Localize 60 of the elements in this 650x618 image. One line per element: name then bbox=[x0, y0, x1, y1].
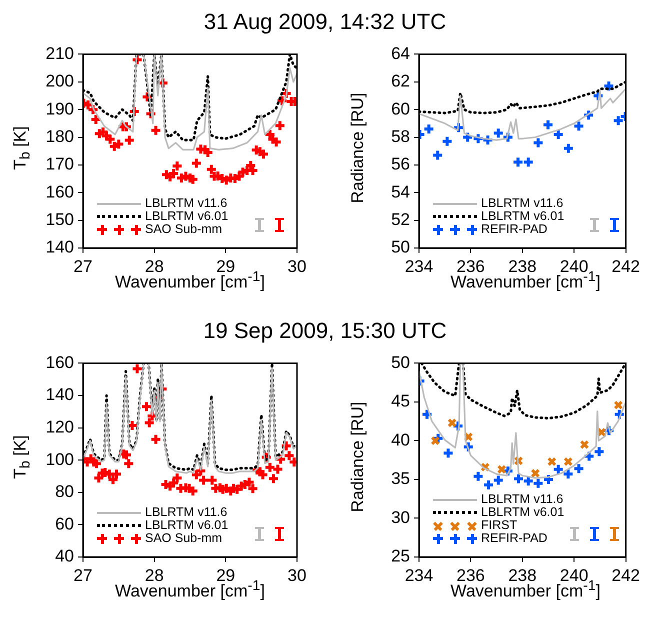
y-tick-label: 25 bbox=[391, 546, 410, 566]
x-tick-label: 234 bbox=[404, 566, 434, 585]
y-tick-label: 140 bbox=[46, 385, 74, 404]
legend-label: SAO Sub-mm bbox=[145, 222, 222, 236]
legend-label: LBLRTM v11.6 bbox=[145, 196, 228, 210]
y-tick-label: 140 bbox=[46, 238, 74, 257]
legend-label: FIRST bbox=[481, 518, 518, 532]
y-tick-label: 150 bbox=[46, 210, 74, 229]
y-tick-label: 60 bbox=[391, 99, 410, 118]
legend-label: SAO Sub-mm bbox=[145, 531, 222, 545]
x-tick-label: 238 bbox=[508, 566, 537, 585]
x-tick-label: 238 bbox=[508, 256, 537, 276]
legend-label: REFIR-PAD bbox=[481, 222, 548, 236]
y-tick-label: 54 bbox=[391, 182, 410, 202]
y-tick-label: 30 bbox=[391, 508, 410, 527]
y-axis-title: Radiance [RU] bbox=[348, 92, 368, 204]
legend-label: LBLRTM v11.6 bbox=[481, 492, 564, 506]
y-tick-label: 210 bbox=[46, 44, 74, 63]
legend-label: LBLRTM v6.01 bbox=[481, 209, 564, 223]
x-tick-label: 29 bbox=[216, 566, 236, 585]
x-tick-label: 240 bbox=[560, 566, 588, 585]
chart-title: 31 Aug 2009, 14:32 UTC bbox=[202, 9, 448, 35]
x-tick-label: 27 bbox=[74, 566, 92, 585]
x-tick-label: 242 bbox=[612, 256, 640, 276]
x-tick-label: 242 bbox=[612, 566, 640, 585]
y-tick-label: 200 bbox=[46, 72, 74, 91]
y-tick-label: 170 bbox=[46, 154, 74, 174]
y-tick-label: 160 bbox=[46, 182, 74, 202]
y-tick-label: 52 bbox=[391, 210, 410, 229]
y-tick-label: 60 bbox=[55, 514, 74, 534]
y-tick-label: 58 bbox=[391, 126, 410, 146]
legend-label: LBLRTM v6.01 bbox=[145, 518, 228, 532]
legend-label: LBLRTM v6.01 bbox=[481, 505, 564, 519]
y-tick-label: 40 bbox=[55, 546, 74, 566]
legend-label: LBLRTM v11.6 bbox=[481, 196, 564, 210]
x-tick-label: 29 bbox=[216, 256, 236, 276]
y-tick-label: 56 bbox=[391, 154, 410, 174]
x-tick-label: 30 bbox=[288, 256, 306, 276]
y-tick-label: 50 bbox=[391, 352, 410, 372]
y-tick-label: 50 bbox=[391, 238, 410, 257]
legend-label: LBLRTM v6.01 bbox=[145, 209, 228, 223]
legend-label: REFIR-PAD bbox=[481, 531, 548, 545]
x-tick-label: 30 bbox=[288, 566, 306, 585]
x-tick-label: 234 bbox=[404, 256, 434, 276]
y-tick-label: 160 bbox=[46, 352, 74, 372]
x-tick-label: 240 bbox=[560, 256, 588, 276]
y-tick-label: 180 bbox=[46, 126, 74, 146]
x-tick-label: 27 bbox=[74, 256, 92, 276]
y-tick-label: 120 bbox=[46, 417, 74, 436]
y-tick-label: 64 bbox=[391, 44, 410, 63]
y-tick-label: 62 bbox=[391, 72, 410, 91]
chart-title: 19 Sep 2009, 15:30 UTC bbox=[202, 318, 448, 344]
y-tick-label: 190 bbox=[46, 99, 74, 118]
y-tick-label: 100 bbox=[46, 450, 74, 469]
y-tick-label: 80 bbox=[55, 482, 74, 502]
y-tick-label: 45 bbox=[391, 392, 410, 411]
y-axis-title: Radiance [RU] bbox=[348, 402, 368, 512]
y-tick-label: 35 bbox=[391, 469, 410, 488]
y-tick-label: 40 bbox=[391, 430, 410, 450]
legend-label: LBLRTM v11.6 bbox=[145, 505, 228, 519]
